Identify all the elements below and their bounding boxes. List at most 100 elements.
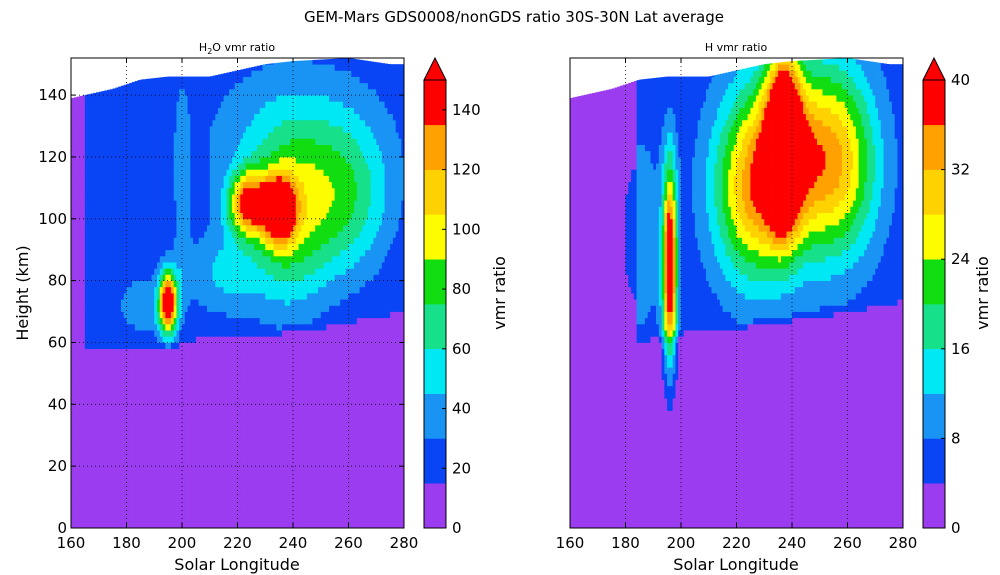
- left-heat-cell: [173, 255, 177, 263]
- left-heat-cell: [173, 144, 177, 152]
- left-heat-cell: [159, 497, 163, 504]
- left-heat-cell: [101, 206, 105, 213]
- left-heat-cell: [165, 255, 169, 263]
- left-heat-cell: [234, 150, 238, 158]
- left-heat-cell: [98, 398, 102, 405]
- left-heat-cell: [148, 237, 152, 244]
- left-heat-cell: [215, 497, 219, 504]
- left-heat-cell: [187, 404, 191, 411]
- left-heat-cell: [73, 268, 77, 275]
- left-heat-cell: [143, 126, 147, 133]
- left-heat-cell: [245, 385, 249, 393]
- left-heat-cell: [218, 231, 222, 238]
- left-heat-cell: [76, 490, 80, 498]
- left-heat-cell: [157, 249, 161, 257]
- left-heat-cell: [143, 194, 147, 201]
- left-heat-cell: [157, 268, 161, 275]
- left-heat-cell: [145, 373, 150, 380]
- left-heat-cell: [173, 293, 177, 300]
- left-heat-cell: [107, 181, 111, 189]
- left-heat-cell: [223, 231, 227, 238]
- left-heat-cell: [159, 200, 163, 207]
- left-heat-cell: [234, 367, 238, 374]
- left-heat-cell: [226, 144, 230, 152]
- left-heat-cell: [243, 484, 247, 492]
- left-heat-cell: [193, 367, 197, 374]
- left-heat-cell: [248, 249, 252, 257]
- left-heat-cell: [165, 249, 169, 257]
- left-heat-cell: [204, 509, 208, 517]
- left-heat-cell: [73, 175, 77, 183]
- left-heat-cell: [90, 515, 94, 523]
- left-heat-cell: [243, 280, 247, 288]
- left-heat-cell: [154, 484, 158, 492]
- left-heat-cell: [98, 490, 102, 498]
- left-heat-cell: [118, 447, 122, 455]
- left-heat-cell: [95, 92, 100, 96]
- left-heat-cell: [206, 521, 211, 529]
- left-heat-cell: [215, 361, 219, 368]
- left-heat-cell: [187, 175, 191, 183]
- left-heat-cell: [132, 441, 136, 448]
- left-heat-cell: [237, 361, 241, 368]
- left-heat-cell: [231, 379, 236, 387]
- left-heat-cell: [198, 342, 202, 350]
- left-heat-cell: [82, 435, 86, 442]
- left-heat-cell: [79, 478, 83, 486]
- left-heat-cell: [123, 126, 127, 133]
- left-heat-cell: [148, 82, 152, 90]
- left-heat-cell: [251, 88, 255, 96]
- left-heat-cell: [223, 323, 227, 331]
- left-heat-cell: [237, 330, 241, 337]
- left-heat-cell: [254, 305, 258, 312]
- left-heat-cell: [259, 478, 263, 486]
- left-heat-cell: [159, 521, 163, 529]
- left-heat-cell: [84, 521, 89, 529]
- left-heat-cell: [226, 88, 230, 96]
- left-heat-cell: [73, 379, 77, 387]
- left-heat-cell: [151, 119, 155, 127]
- left-heat-cell: [165, 156, 169, 164]
- left-heat-cell: [140, 79, 144, 84]
- left-heat-cell: [154, 317, 158, 325]
- left-heat-cell: [79, 262, 83, 269]
- left-heat-cell: [248, 317, 252, 325]
- left-heat-cell: [115, 447, 119, 455]
- left-heat-cell: [243, 175, 247, 183]
- left-heat-cell: [129, 175, 133, 183]
- left-heat-cell: [104, 101, 108, 108]
- left-heat-cell: [187, 82, 191, 90]
- left-heat-cell: [82, 354, 86, 362]
- left-heat-cell: [123, 336, 127, 343]
- left-heat-cell: [195, 515, 200, 523]
- left-heat-cell: [240, 101, 244, 108]
- left-heat-cell: [206, 280, 211, 288]
- left-heat-cell: [145, 268, 150, 275]
- left-heat-cell: [193, 88, 197, 96]
- left-heat-cell: [120, 156, 125, 164]
- left-heat-cell: [101, 237, 105, 244]
- left-heat-cell: [182, 361, 186, 368]
- left-heat-cell: [256, 361, 261, 368]
- left-heat-cell: [76, 194, 80, 201]
- left-heat-cell: [82, 138, 86, 145]
- left-heat-cell: [184, 274, 188, 282]
- left-heat-cell: [220, 88, 225, 96]
- left-heat-cell: [151, 286, 155, 294]
- left-heat-cell: [209, 138, 213, 145]
- left-heat-cell: [206, 398, 211, 405]
- left-heat-cell: [82, 262, 86, 269]
- left-heat-cell: [226, 385, 230, 393]
- left-heat-cell: [107, 484, 111, 492]
- left-heat-cell: [168, 466, 172, 473]
- left-heat-cell: [143, 187, 147, 195]
- left-heat-cell: [90, 274, 94, 282]
- left-heat-cell: [84, 416, 89, 424]
- left-heat-cell: [154, 95, 158, 102]
- left-heat-cell: [76, 237, 80, 244]
- left-heat-cell: [212, 156, 216, 164]
- left-heat-cell: [84, 410, 89, 418]
- left-heat-cell: [120, 459, 125, 467]
- left-heat-cell: [243, 243, 247, 251]
- left-heat-cell: [187, 422, 191, 430]
